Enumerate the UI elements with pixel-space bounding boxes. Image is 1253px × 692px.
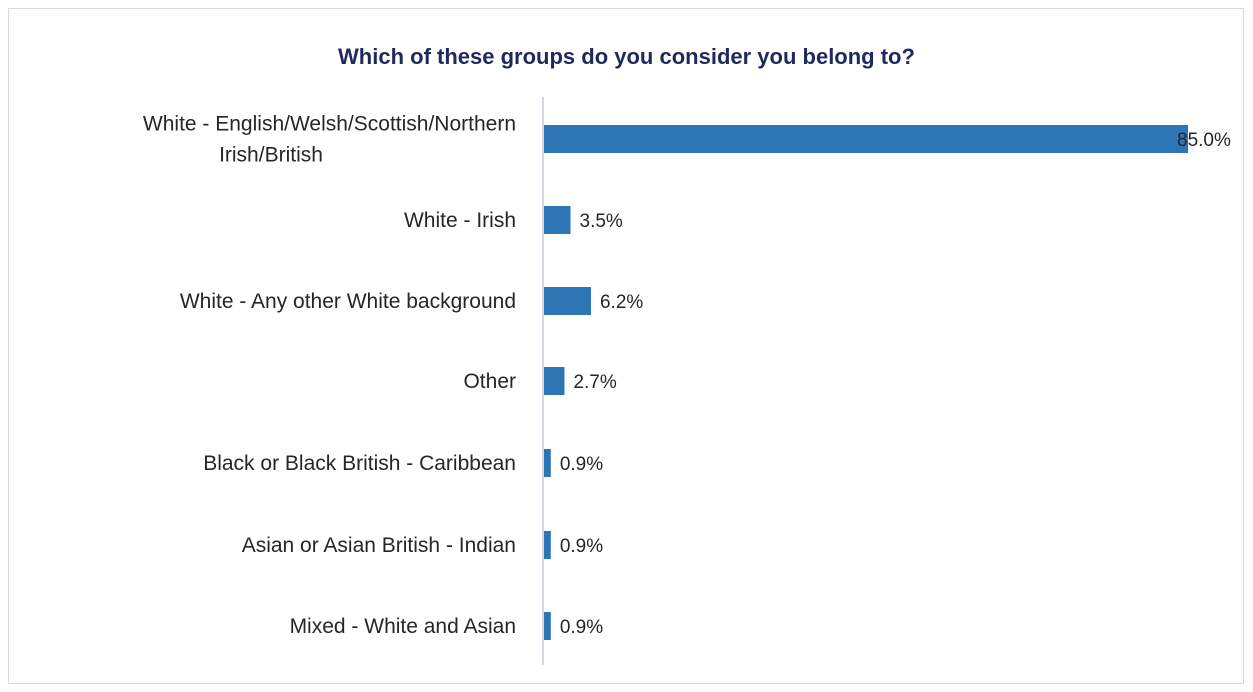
bar-2	[544, 287, 591, 315]
category-label-4: Black or Black British - Caribbean	[203, 452, 516, 475]
value-label-6: 0.9%	[560, 617, 603, 638]
bar-4	[544, 449, 551, 477]
value-label-5: 0.9%	[560, 536, 603, 557]
value-label-4: 0.9%	[560, 454, 603, 475]
value-label-0: 85.0%	[1177, 130, 1231, 151]
category-label-1: White - Irish	[404, 209, 516, 232]
bar-0	[544, 125, 1188, 153]
category-label-0: White - English/Welsh/Scottish/Northern I…	[143, 113, 516, 167]
category-label-3: Other	[463, 370, 516, 393]
category-label-6: Mixed - White and Asian	[290, 615, 516, 638]
category-label-2: White - Any other White background	[180, 290, 516, 313]
chart-frame	[8, 8, 1244, 684]
bar-6	[544, 612, 551, 640]
bar-5	[544, 531, 551, 559]
value-label-3: 2.7%	[573, 372, 616, 393]
bar-1	[544, 206, 571, 234]
value-label-2: 6.2%	[600, 292, 643, 313]
bar-3	[544, 367, 565, 395]
chart-title: Which of these groups do you consider yo…	[338, 44, 915, 69]
value-label-1: 3.5%	[580, 211, 623, 232]
category-label-5: Asian or Asian British - Indian	[242, 534, 516, 557]
